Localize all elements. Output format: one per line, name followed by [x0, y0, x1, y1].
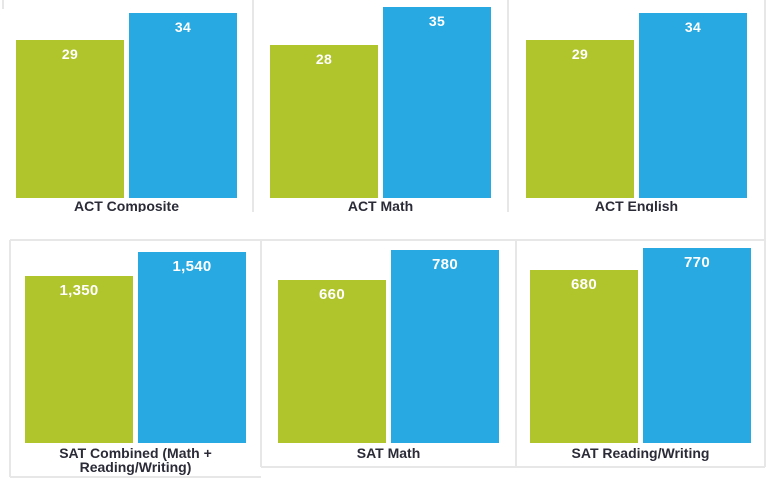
chart-title: ACT English	[594, 199, 679, 212]
chart-title: SAT Combined (Math + Reading/Writing)	[59, 445, 212, 475]
plot-area: 29 34	[0, 0, 253, 198]
green-bar: 28	[270, 45, 378, 198]
bar-value-label: 35	[428, 13, 446, 29]
blue-bar: 780	[391, 250, 499, 443]
chart-panel-act-english: 29 34 ACT English	[508, 0, 765, 212]
grid-line	[764, 0, 766, 467]
bar-value-label: 1,540	[172, 258, 212, 275]
grid-line	[260, 240, 262, 467]
plot-area: 29 34	[508, 0, 765, 198]
blue-bar: 35	[383, 7, 491, 198]
chart-title: SAT Math	[356, 445, 421, 461]
chart-panel-sat-math: 660 780 SAT Math	[261, 240, 516, 467]
plot-area: 1,350 1,540	[10, 245, 261, 443]
bar-value-label: 1,350	[59, 282, 99, 299]
bar-value-label: 770	[684, 254, 710, 271]
grid-line	[507, 0, 509, 212]
bar-value-label: 29	[61, 46, 79, 62]
chart-panel-act-composite: 29 34 ACT Composite	[0, 0, 253, 212]
green-bar: 680	[530, 270, 638, 443]
plot-area: 660 780	[261, 245, 516, 443]
bar-value-label: 34	[174, 19, 192, 35]
green-bar: 29	[16, 40, 124, 198]
blue-bar: 770	[643, 248, 751, 443]
bar-value-label: 34	[684, 19, 702, 35]
chart-title: ACT Math	[347, 199, 414, 212]
chart-panel-sat-combined: 1,350 1,540 SAT Combined (Math + Reading…	[10, 240, 261, 477]
blue-bar: 34	[639, 13, 747, 198]
chart-title: SAT Reading/Writing	[571, 445, 710, 461]
green-bar: 29	[526, 40, 634, 198]
bar-value-label: 660	[319, 286, 345, 303]
chart-panel-sat-reading-writing: 680 770 SAT Reading/Writing	[516, 240, 765, 467]
grid-line	[2, 0, 4, 9]
blue-bar: 1,540	[138, 252, 246, 443]
bar-value-label: 780	[432, 256, 458, 273]
bar-value-label: 680	[571, 276, 597, 293]
grid-line	[261, 466, 765, 468]
blue-bar: 34	[129, 13, 237, 198]
plot-area: 680 770	[516, 245, 765, 443]
grid-line	[10, 239, 765, 241]
grid-line	[9, 240, 11, 477]
green-bar: 660	[278, 280, 386, 443]
grid-line	[252, 0, 254, 212]
grid-line	[10, 476, 261, 478]
chart-panel-act-math: 28 35 ACT Math	[253, 0, 508, 212]
plot-area: 28 35	[253, 0, 508, 198]
bar-value-label: 29	[571, 46, 589, 62]
chart-title: ACT Composite	[74, 199, 179, 212]
green-bar: 1,350	[25, 276, 133, 443]
bar-value-label: 28	[315, 51, 333, 67]
grid-line	[515, 240, 517, 467]
